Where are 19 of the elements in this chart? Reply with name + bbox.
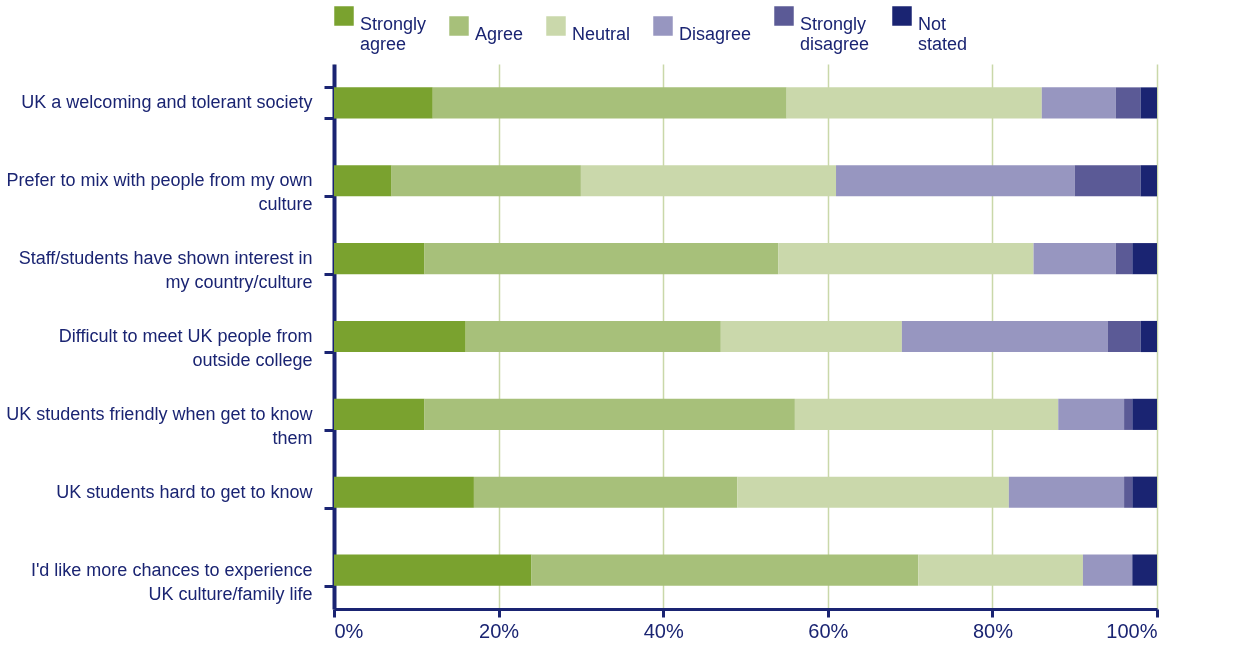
x-tick-label: 20%	[479, 619, 520, 642]
x-tick-label: 100%	[1106, 619, 1158, 642]
y-tick-label: UK students friendly when get to know them	[6, 403, 314, 448]
legend-label: Agree	[475, 24, 524, 44]
y-tick-label: Staff/students have shown interest in my country/culture	[18, 248, 313, 293]
y-tick-label: Difficult to meet UK people from outside college	[58, 326, 313, 370]
y-tick-label: UK students hard to get to know	[56, 481, 314, 502]
x-tick-label: 80%	[972, 619, 1014, 642]
x-tick-label: 40%	[643, 619, 684, 642]
legend-label: Strongly disagree	[800, 14, 870, 54]
y-tick-label: I'd like more chances to experience UK culture/family life	[30, 559, 313, 604]
legend-label: Strongly agree	[360, 14, 427, 54]
x-tick-label: 60%	[808, 619, 849, 642]
y-tick-label: Prefer to mix with people from my own culture	[6, 170, 313, 215]
legend-label: Neutral	[572, 24, 631, 44]
legend-label: Disagree	[679, 24, 752, 44]
x-tick-label: 0%	[334, 619, 364, 642]
legend-label: Not stated	[918, 14, 968, 54]
y-tick-label: UK a welcoming and tolerant society	[21, 92, 313, 113]
